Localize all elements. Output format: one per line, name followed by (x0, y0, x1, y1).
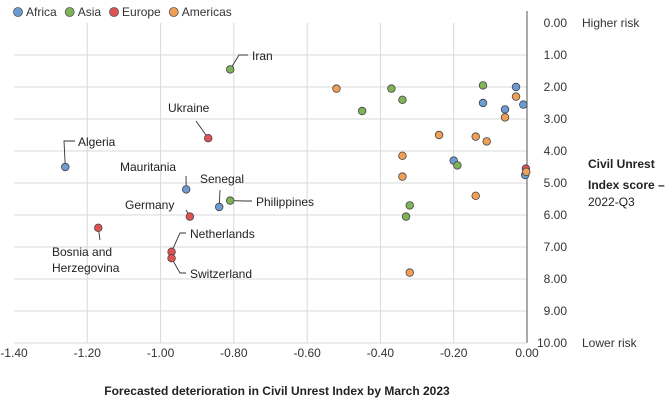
y-axis-title: 2022-Q3 (588, 195, 635, 209)
y-tick-label: 0.00 (544, 16, 568, 30)
point-europe (94, 224, 102, 232)
point-asia (358, 107, 366, 115)
point-label: Ukraine (168, 101, 210, 115)
y-tick-label: 1.00 (544, 48, 568, 62)
legend-label: Africa (26, 5, 57, 19)
point-label: Bosnia and (52, 245, 112, 259)
x-tick-label: -0.60 (293, 346, 321, 360)
point-americas (512, 93, 520, 101)
point-africa (215, 203, 223, 211)
legend-item-asia[interactable]: Asia (65, 5, 101, 19)
point-asia (226, 197, 234, 205)
point-label: Switzerland (190, 267, 252, 281)
grid (14, 23, 527, 343)
point-label: Senegal (200, 172, 244, 186)
y-tick-label: 5.00 (544, 176, 568, 190)
x-tick-label: 0.00 (515, 346, 539, 360)
y-tick-label: 9.00 (544, 304, 568, 318)
point-americas (435, 131, 443, 139)
point-asia (479, 82, 487, 90)
point-asia (388, 85, 396, 93)
point-europe (168, 254, 176, 262)
y-tick-label: 8.00 (544, 272, 568, 286)
point-label: Herzegovina (52, 261, 120, 275)
x-tick-label: -1.00 (147, 346, 175, 360)
point-asia (406, 202, 414, 210)
y-top-annotation: Higher risk (582, 16, 640, 30)
y-axis-title: Index score – (588, 178, 665, 192)
point-americas (472, 133, 480, 141)
point-americas (522, 168, 530, 176)
x-tick-label: -0.80 (220, 346, 248, 360)
x-tick-label: -0.40 (367, 346, 395, 360)
point-asia (399, 96, 407, 104)
point-label: Mauritania (120, 160, 176, 174)
point-europe (204, 134, 212, 142)
point-label: Philippines (256, 195, 314, 209)
annotation-labels: Algeria Mauritania Senegal Iran Philippines U… (52, 49, 314, 281)
x-tick-label: -1.40 (0, 346, 28, 360)
point-label: Algeria (78, 135, 116, 149)
point-americas (399, 152, 407, 160)
point-americas (406, 269, 414, 277)
legend-label: Europe (122, 5, 161, 19)
axis-titles: Higher risk Lower risk Civil Unrest Index s… (104, 16, 665, 398)
point-europe (186, 213, 194, 221)
y-tick-label: 10.00 (537, 336, 567, 350)
y-tick-label: 3.00 (544, 112, 568, 126)
x-axis-title: Forecasted deterioration in Civil Unrest… (104, 384, 450, 398)
y-axis-title: Civil Unrest (588, 157, 655, 171)
legend-marker (110, 8, 119, 17)
point-label: Iran (252, 49, 273, 63)
point-africa (479, 99, 487, 107)
y-tick-label: 6.00 (544, 208, 568, 222)
x-tick-label: -0.20 (440, 346, 468, 360)
point-americas (399, 173, 407, 181)
point-americas (501, 114, 509, 122)
axes: -1.40 -1.20 -1.00 -0.80 -0.60 -0.40 -0.20 0.00 0… (0, 11, 567, 360)
point-label: Netherlands (190, 227, 255, 241)
legend-item-europe[interactable]: Europe (110, 5, 162, 19)
point-americas (472, 192, 480, 200)
legend-item-americas[interactable]: Americas (169, 5, 232, 19)
point-africa (520, 101, 528, 109)
y-bottom-annotation: Lower risk (582, 336, 638, 350)
point-africa (62, 163, 70, 171)
point-africa (512, 83, 520, 91)
point-africa (182, 186, 190, 194)
point-africa (501, 106, 509, 114)
legend-marker (14, 8, 23, 17)
legend-marker (169, 8, 178, 17)
point-asia (402, 213, 410, 221)
point-americas (483, 138, 491, 146)
legend-item-africa[interactable]: Africa (14, 5, 58, 19)
y-tick-label: 2.00 (544, 80, 568, 94)
legend-marker (65, 8, 74, 17)
point-asia (226, 66, 234, 74)
legend[interactable]: Africa Asia Europe Americas (14, 5, 232, 19)
point-label: Germany (125, 198, 174, 212)
point-americas (333, 85, 341, 93)
point-asia (454, 162, 462, 170)
y-tick-label: 4.00 (544, 144, 568, 158)
x-tick-label: -1.20 (74, 346, 102, 360)
legend-label: Asia (78, 5, 102, 19)
y-tick-label: 7.00 (544, 240, 568, 254)
legend-label: Americas (182, 5, 232, 19)
